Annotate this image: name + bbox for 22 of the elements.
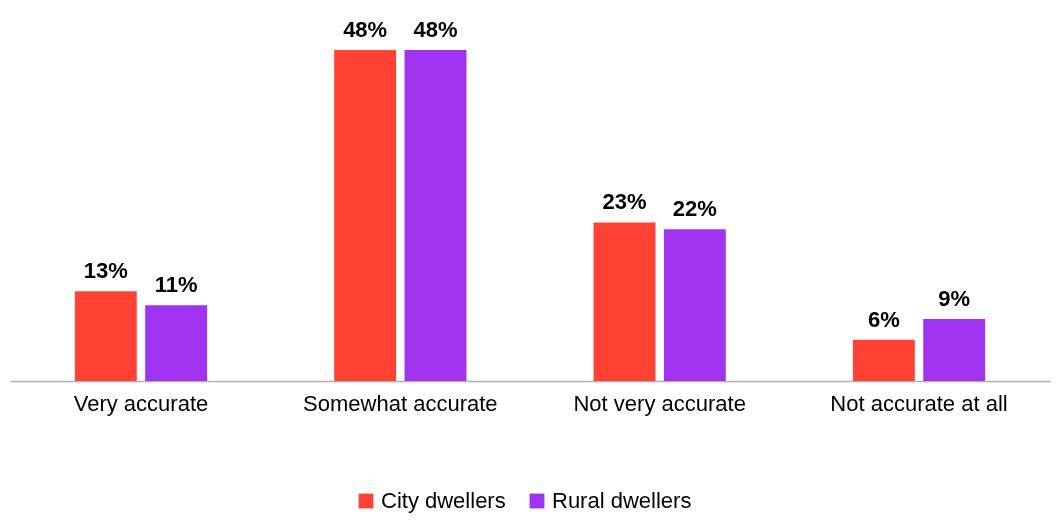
bar bbox=[145, 305, 208, 381]
legend-label: Rural dwellers bbox=[552, 488, 692, 513]
x-tick-label: Not very accurate bbox=[573, 390, 746, 416]
bar bbox=[593, 222, 656, 381]
legend-label: City dwellers bbox=[381, 488, 506, 513]
data-label: 48% bbox=[343, 17, 388, 42]
bar bbox=[923, 318, 986, 381]
data-label: 11% bbox=[154, 272, 198, 298]
x-tick-label: Very accurate bbox=[73, 390, 209, 416]
x-tick-label: Somewhat accurate bbox=[303, 390, 498, 416]
data-label: 9% bbox=[938, 285, 971, 311]
bar bbox=[404, 50, 467, 381]
data-label: 13% bbox=[83, 258, 128, 284]
x-tick-label: Not accurate at all bbox=[830, 390, 1008, 416]
data-label: 6% bbox=[867, 306, 900, 332]
data-label: 22% bbox=[672, 196, 717, 222]
data-label: 23% bbox=[602, 189, 647, 215]
bar bbox=[852, 339, 915, 381]
data-label: 48% bbox=[413, 17, 458, 42]
bar bbox=[74, 291, 137, 381]
bar bbox=[334, 50, 397, 381]
bar bbox=[663, 229, 726, 381]
